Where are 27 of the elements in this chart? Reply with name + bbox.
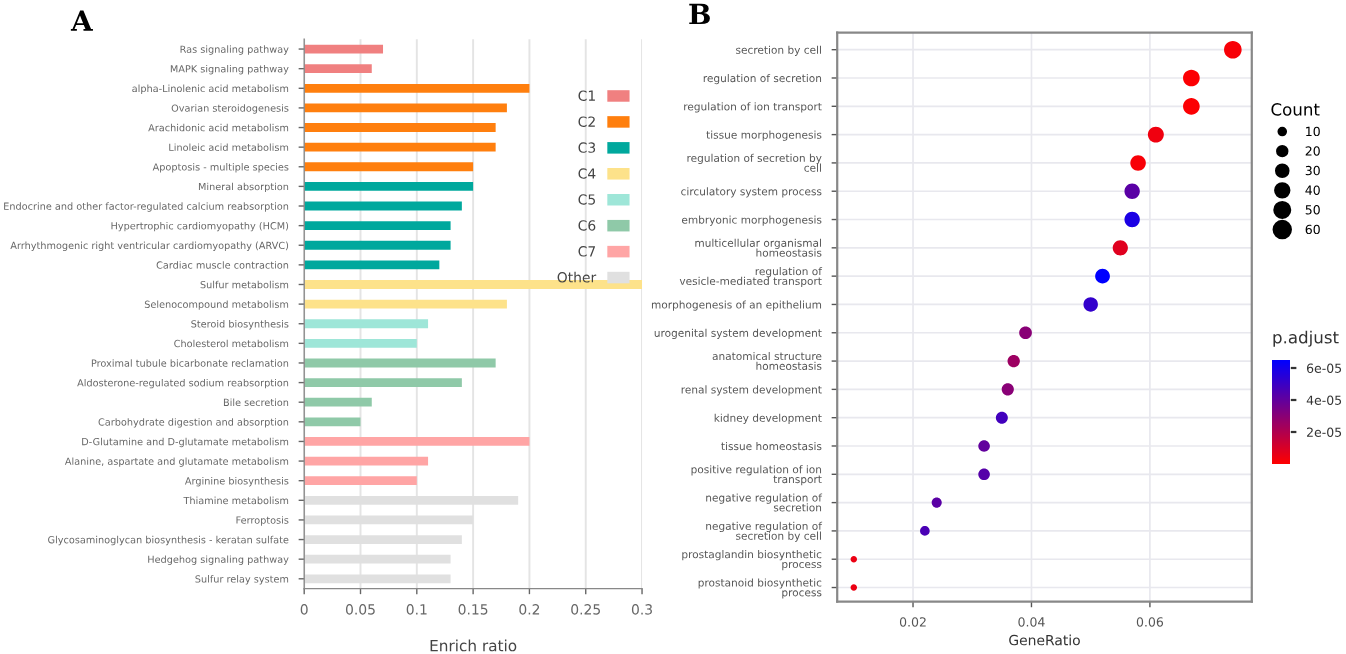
legend-title: Count <box>1271 103 1320 116</box>
bar <box>304 397 372 407</box>
bar <box>304 417 361 427</box>
bar <box>304 378 462 387</box>
bar <box>304 280 643 289</box>
chart-title: B <box>689 3 710 25</box>
bar <box>304 240 451 250</box>
bar <box>304 437 530 446</box>
bar <box>304 260 440 270</box>
bar <box>304 83 530 93</box>
bar <box>304 44 384 54</box>
color-bar-title: p.adjust <box>1273 330 1339 347</box>
bar <box>304 456 429 466</box>
bar <box>304 142 496 152</box>
bar <box>304 338 417 348</box>
bar <box>304 181 474 191</box>
bar <box>304 162 474 172</box>
bar <box>304 123 496 132</box>
bar <box>304 201 462 211</box>
bar <box>304 221 451 231</box>
bar <box>304 299 507 309</box>
bar <box>304 358 496 368</box>
bar <box>304 64 372 74</box>
bar <box>304 476 417 486</box>
bar <box>304 103 507 113</box>
text: A <box>70 10 93 31</box>
bar <box>304 319 429 329</box>
